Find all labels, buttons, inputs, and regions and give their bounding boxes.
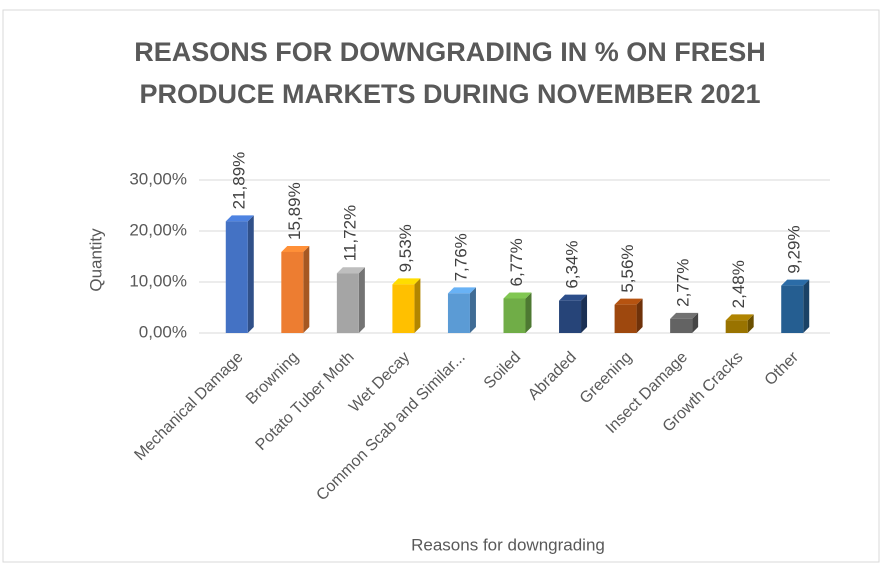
- value-label: 9,53%: [396, 224, 415, 272]
- bar: [725, 320, 748, 333]
- value-label: 2,77%: [674, 259, 693, 307]
- y-tick-label: 10,00%: [129, 271, 187, 290]
- y-axis-title: Quantity: [86, 228, 105, 292]
- value-label: 6,34%: [563, 240, 582, 288]
- bar-top: [447, 287, 476, 294]
- bar: [559, 300, 582, 333]
- bar-side: [469, 287, 476, 333]
- bar: [503, 298, 526, 333]
- y-tick-label: 30,00%: [129, 169, 187, 188]
- bar-side: [525, 292, 532, 333]
- bar: [670, 318, 693, 333]
- chart-border: [2, 9, 880, 563]
- bar-top: [725, 314, 754, 321]
- bar: [781, 285, 804, 333]
- value-label: 11,72%: [340, 205, 359, 261]
- chart-title: REASONS FOR DOWNGRADING IN % ON FRESH: [134, 37, 766, 67]
- bar-top: [336, 267, 365, 274]
- bar: [336, 273, 359, 333]
- y-tick-label: 0,00%: [139, 322, 187, 341]
- bar-side: [581, 294, 588, 333]
- bar: [281, 251, 304, 333]
- bar-side: [414, 278, 421, 333]
- value-label: 6,77%: [507, 238, 526, 286]
- chart-title: PRODUCE MARKETS DURING NOVEMBER 2021: [139, 79, 760, 109]
- bar-side: [747, 314, 754, 333]
- bar-top: [670, 312, 699, 319]
- value-label: 2,48%: [729, 260, 748, 308]
- bar-top: [781, 279, 810, 286]
- bar-side: [358, 267, 365, 333]
- bar-side: [247, 215, 254, 333]
- bar-side: [636, 298, 643, 333]
- y-tick-label: 20,00%: [129, 220, 187, 239]
- bar: [447, 293, 470, 333]
- bar-side: [692, 312, 699, 333]
- value-label: 15,89%: [285, 182, 304, 240]
- bar-top: [225, 215, 254, 222]
- value-label: 7,76%: [451, 233, 470, 281]
- bar-side: [803, 279, 810, 333]
- bar: [392, 284, 415, 333]
- value-label: 9,29%: [785, 225, 804, 273]
- bar-top: [392, 278, 421, 285]
- bar-top: [559, 294, 588, 301]
- bar-side: [303, 245, 310, 333]
- value-label: 5,56%: [618, 244, 637, 292]
- bar-top: [614, 298, 643, 305]
- x-axis-title: Reasons for downgrading: [411, 535, 605, 554]
- bar-top: [281, 245, 310, 252]
- value-label: 21,89%: [229, 152, 248, 210]
- bar-top: [503, 292, 532, 299]
- bar: [225, 221, 248, 333]
- bar: [614, 304, 637, 333]
